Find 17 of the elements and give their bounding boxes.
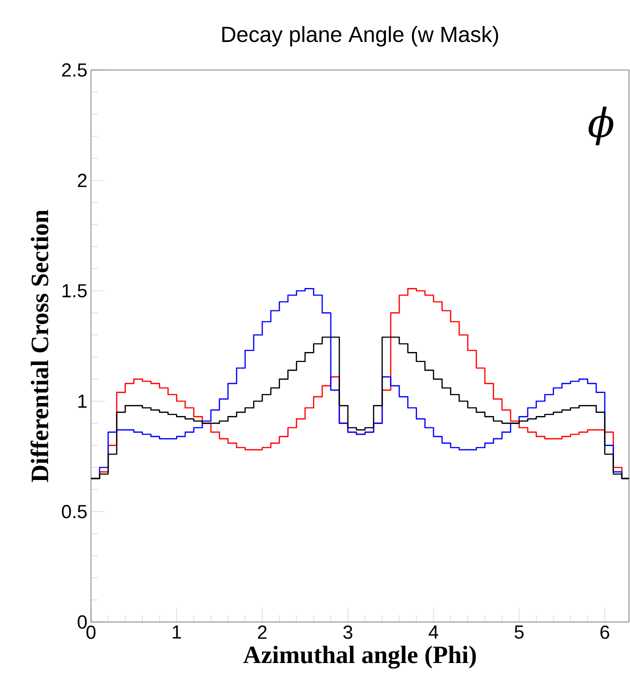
x-tick-label: 6 — [600, 626, 610, 639]
y-tick-label: 2.5 — [62, 63, 87, 77]
x-tick-label: 4 — [428, 626, 438, 639]
x-tick-label: 5 — [514, 626, 524, 639]
y-tick-label: 0 — [78, 615, 87, 629]
y-tick-label: 1 — [78, 394, 87, 408]
x-tick-label: 2 — [258, 626, 267, 639]
annotation: ϕ — [588, 106, 614, 146]
x-axis-title: Azimuthal angle (Phi) — [243, 646, 476, 669]
y-tick-label: 0.5 — [62, 504, 87, 518]
chart-title: Decay plane Angle (w Mask) — [222, 26, 498, 46]
x-tick-label: 3 — [343, 626, 352, 639]
x-tick-label: 1 — [172, 626, 181, 639]
y-axis-title: Differential Cross Section — [30, 210, 48, 482]
x-tick-label: 0 — [86, 626, 96, 639]
y-tick-label: 1.5 — [62, 284, 87, 298]
y-tick-label: 2 — [78, 174, 87, 188]
